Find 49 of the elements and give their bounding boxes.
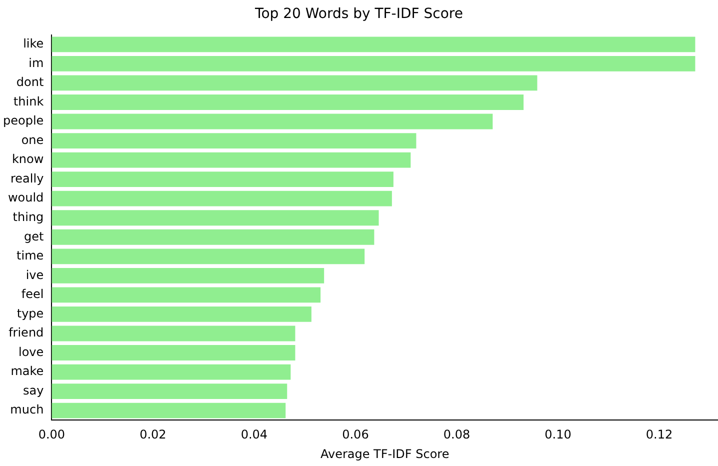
bar — [52, 133, 416, 148]
bar — [52, 306, 312, 322]
y-tick-label: people — [2, 114, 44, 128]
chart-title: Top 20 Words by TF-IDF Score — [254, 6, 463, 22]
bar — [52, 402, 286, 418]
bar — [52, 152, 411, 168]
bar — [52, 268, 324, 284]
x-tick-label: 0.12 — [646, 428, 673, 442]
bar — [52, 114, 493, 130]
bar — [52, 326, 296, 342]
bar — [52, 94, 524, 110]
bar — [52, 210, 379, 226]
y-tick-label: time — [16, 248, 44, 263]
bar — [52, 36, 696, 52]
x-tick-label: 0.04 — [240, 428, 268, 442]
y-tick-label: really — [10, 171, 44, 186]
y-tick-label: ive — [26, 268, 44, 282]
y-tick-label: think — [13, 94, 44, 108]
bar — [52, 364, 291, 380]
y-tick-label: like — [23, 36, 44, 51]
y-tick-label: would — [8, 190, 44, 205]
y-tick-label: know — [12, 152, 44, 166]
x-tick-label: 0.02 — [140, 428, 166, 442]
y-tick-label: one — [21, 132, 44, 147]
y-tick-label: make — [10, 364, 44, 378]
bar — [52, 345, 296, 360]
x-tick-label: 0.10 — [544, 428, 572, 442]
bar — [52, 190, 392, 206]
y-tick-label: much — [10, 402, 44, 417]
y-tick-label: love — [18, 344, 44, 359]
bar — [52, 248, 365, 264]
y-tick-label: say — [22, 383, 44, 398]
bar — [52, 56, 696, 72]
bar — [52, 287, 321, 303]
bar — [52, 75, 538, 91]
bar — [52, 172, 394, 188]
y-tick-label: get — [24, 229, 44, 244]
x-tick-label: 0.06 — [342, 428, 369, 442]
y-tick-label: feel — [21, 287, 44, 302]
x-tick-label: 0.00 — [38, 428, 66, 442]
y-tick-label: type — [16, 306, 44, 320]
y-tick-label: dont — [16, 75, 44, 90]
y-tick-label: im — [28, 56, 44, 70]
x-tick-label: 0.08 — [443, 428, 470, 442]
x-axis-title: Average TF-IDF Score — [320, 446, 450, 461]
y-tick-label: thing — [12, 210, 44, 224]
bar — [52, 229, 374, 245]
y-tick-label: friend — [8, 326, 44, 340]
bar — [52, 384, 288, 400]
